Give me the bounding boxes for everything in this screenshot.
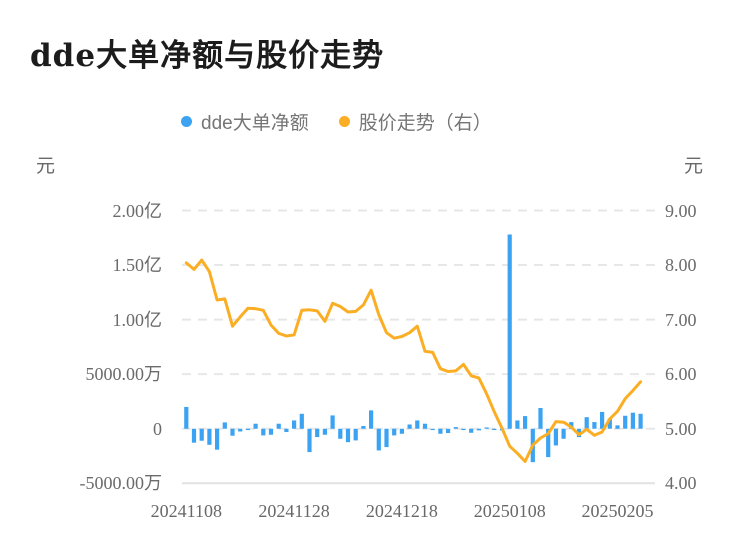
bar [207, 428, 212, 445]
bar [222, 422, 227, 429]
bar [422, 423, 428, 429]
bar [415, 420, 420, 429]
bar [538, 408, 543, 429]
bar [492, 428, 497, 431]
bar [268, 428, 274, 435]
bar [515, 420, 520, 429]
bar [315, 428, 320, 438]
x-axis-label: 20241218 [365, 501, 438, 521]
right-axis-tick: 5.00 [665, 418, 697, 439]
right-axis-tick: 4.00 [665, 473, 697, 494]
bar [584, 417, 589, 429]
bar [600, 411, 605, 429]
bar [276, 423, 281, 429]
legend: dde大单净额 股价走势（右） [181, 108, 492, 135]
bar [438, 428, 443, 434]
bar [523, 416, 528, 429]
bar [453, 427, 458, 429]
bar [461, 428, 466, 431]
right-axis-tick: 7.00 [665, 309, 697, 330]
legend-item-dde-net[interactable]: dde大单净额 [181, 108, 309, 135]
bar [561, 428, 566, 439]
x-axis-label: 20250108 [473, 501, 546, 521]
bar [446, 428, 451, 433]
bar [245, 428, 250, 431]
price-line [184, 258, 643, 463]
bar [369, 410, 374, 429]
right-axis-unit: 元 [684, 156, 704, 177]
right-axis-tick: 6.00 [665, 364, 697, 385]
bar [546, 428, 551, 458]
left-axis-unit: 元 [36, 156, 56, 177]
bar [615, 425, 620, 429]
left-axis-tick: 1.00亿 [112, 309, 163, 330]
legend-dot-yellow-icon [338, 116, 350, 127]
left-axis-tick: -5000.00万 [79, 473, 163, 494]
bar [238, 428, 243, 432]
bar [253, 423, 258, 429]
bar [399, 428, 404, 434]
bar [384, 428, 389, 448]
bar [469, 428, 474, 433]
bar [476, 428, 481, 431]
left-axis-tick: 5000.00万 [85, 364, 163, 385]
x-axis-label: 20241108 [150, 501, 222, 521]
bar [430, 428, 435, 431]
bar [284, 428, 289, 433]
bar [376, 428, 381, 451]
bar [184, 406, 189, 429]
x-axis-label: 20250205 [581, 501, 654, 521]
bar [345, 428, 351, 443]
bar [630, 412, 635, 429]
bar [199, 428, 204, 441]
left-axis-tick: 2.00亿 [112, 200, 163, 221]
left-axis-tick: 1.50亿 [112, 255, 163, 276]
bar [261, 428, 266, 436]
bar [230, 428, 235, 436]
bar [553, 428, 558, 446]
bar [507, 234, 512, 429]
page-title: dde大单净额与股价走势 [30, 38, 385, 74]
bar [361, 426, 366, 429]
bar [623, 415, 628, 429]
x-axis-label: 20241128 [258, 501, 330, 521]
bar [353, 428, 358, 441]
right-axis-tick: 9.00 [665, 200, 697, 221]
bar [607, 418, 612, 429]
bar [392, 428, 397, 436]
bar [215, 428, 220, 450]
bar [592, 422, 597, 429]
legend-item-price-trend[interactable]: 股价走势（右） [338, 108, 492, 135]
bar [638, 413, 643, 429]
bar [407, 424, 412, 429]
right-axis-tick: 8.00 [665, 255, 697, 276]
bar [292, 420, 297, 429]
bar [322, 428, 327, 435]
bar [330, 415, 335, 429]
bar [484, 427, 489, 429]
bar [307, 428, 312, 453]
bar [299, 413, 304, 429]
legend-label-dde-net: dde大单净额 [201, 113, 309, 134]
left-axis-tick: 0 [153, 418, 162, 439]
legend-dot-blue-icon [181, 116, 192, 127]
bar [191, 428, 197, 443]
bar [338, 428, 343, 439]
legend-label-price-trend: 股价走势（右） [358, 113, 492, 134]
